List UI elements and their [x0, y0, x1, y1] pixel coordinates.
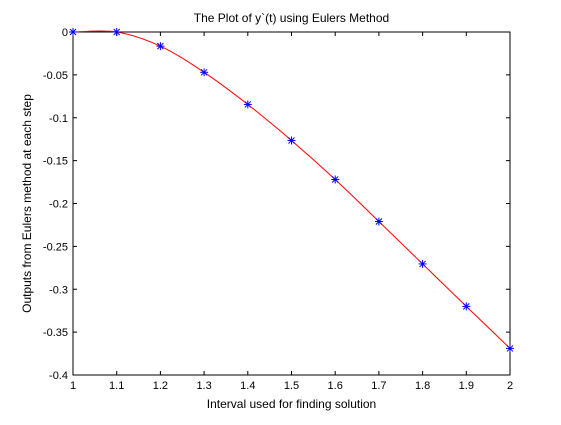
data-point-marker: [112, 28, 121, 36]
y-axis-label: Outputs from Eulers method at each step: [20, 94, 34, 313]
y-tick-label: 0: [62, 27, 68, 39]
plot-area: [72, 31, 511, 376]
x-tick-label: 2: [507, 380, 513, 392]
data-point-marker: [287, 136, 296, 145]
chart-title: The Plot of y`(t) using Eulers Method: [194, 11, 389, 25]
y-tick-label: -0.25: [43, 241, 68, 253]
data-point-marker: [374, 217, 383, 226]
data-point-marker: [156, 42, 165, 51]
y-tick-label: -0.15: [43, 156, 68, 168]
x-tick-label: 1.6: [328, 380, 343, 392]
y-tick-label: -0.1: [49, 113, 68, 125]
x-tick-label: 1.8: [415, 380, 430, 392]
data-point-marker: [243, 100, 252, 109]
data-point-marker: [418, 259, 427, 268]
data-point-marker: [200, 68, 209, 77]
x-axis-label: Interval used for finding solution: [207, 397, 376, 411]
x-tick-label: 1.5: [284, 380, 299, 392]
axis-tick-labels: 1 1.1 1.2 1.3 1.4 1.5 1.6 1.7 1.8 1.9 2 0 -0.05 -0.1 -…: [43, 27, 513, 392]
data-point-marker: [331, 175, 340, 184]
x-tick-label: 1.1: [109, 380, 124, 392]
x-tick-label: 1.3: [196, 380, 211, 392]
y-tick-label: -0.05: [43, 70, 68, 82]
data-point-marker: [506, 344, 514, 353]
x-tick-label: 1.2: [153, 380, 168, 392]
y-tick-label: -0.3: [49, 284, 68, 296]
y-tick-label: -0.4: [49, 370, 68, 382]
x-tick-label: 1.4: [240, 380, 255, 392]
x-tick-label: 1: [70, 380, 76, 392]
axis-ticks: [72, 31, 511, 376]
data-point-marker: [69, 28, 77, 36]
series-markers: [69, 28, 514, 353]
x-tick-label: 1.9: [459, 380, 474, 392]
y-tick-label: -0.2: [49, 199, 68, 211]
x-tick-label: 1.7: [371, 380, 386, 392]
y-tick-label: -0.35: [43, 327, 68, 339]
data-point-marker: [462, 302, 471, 311]
